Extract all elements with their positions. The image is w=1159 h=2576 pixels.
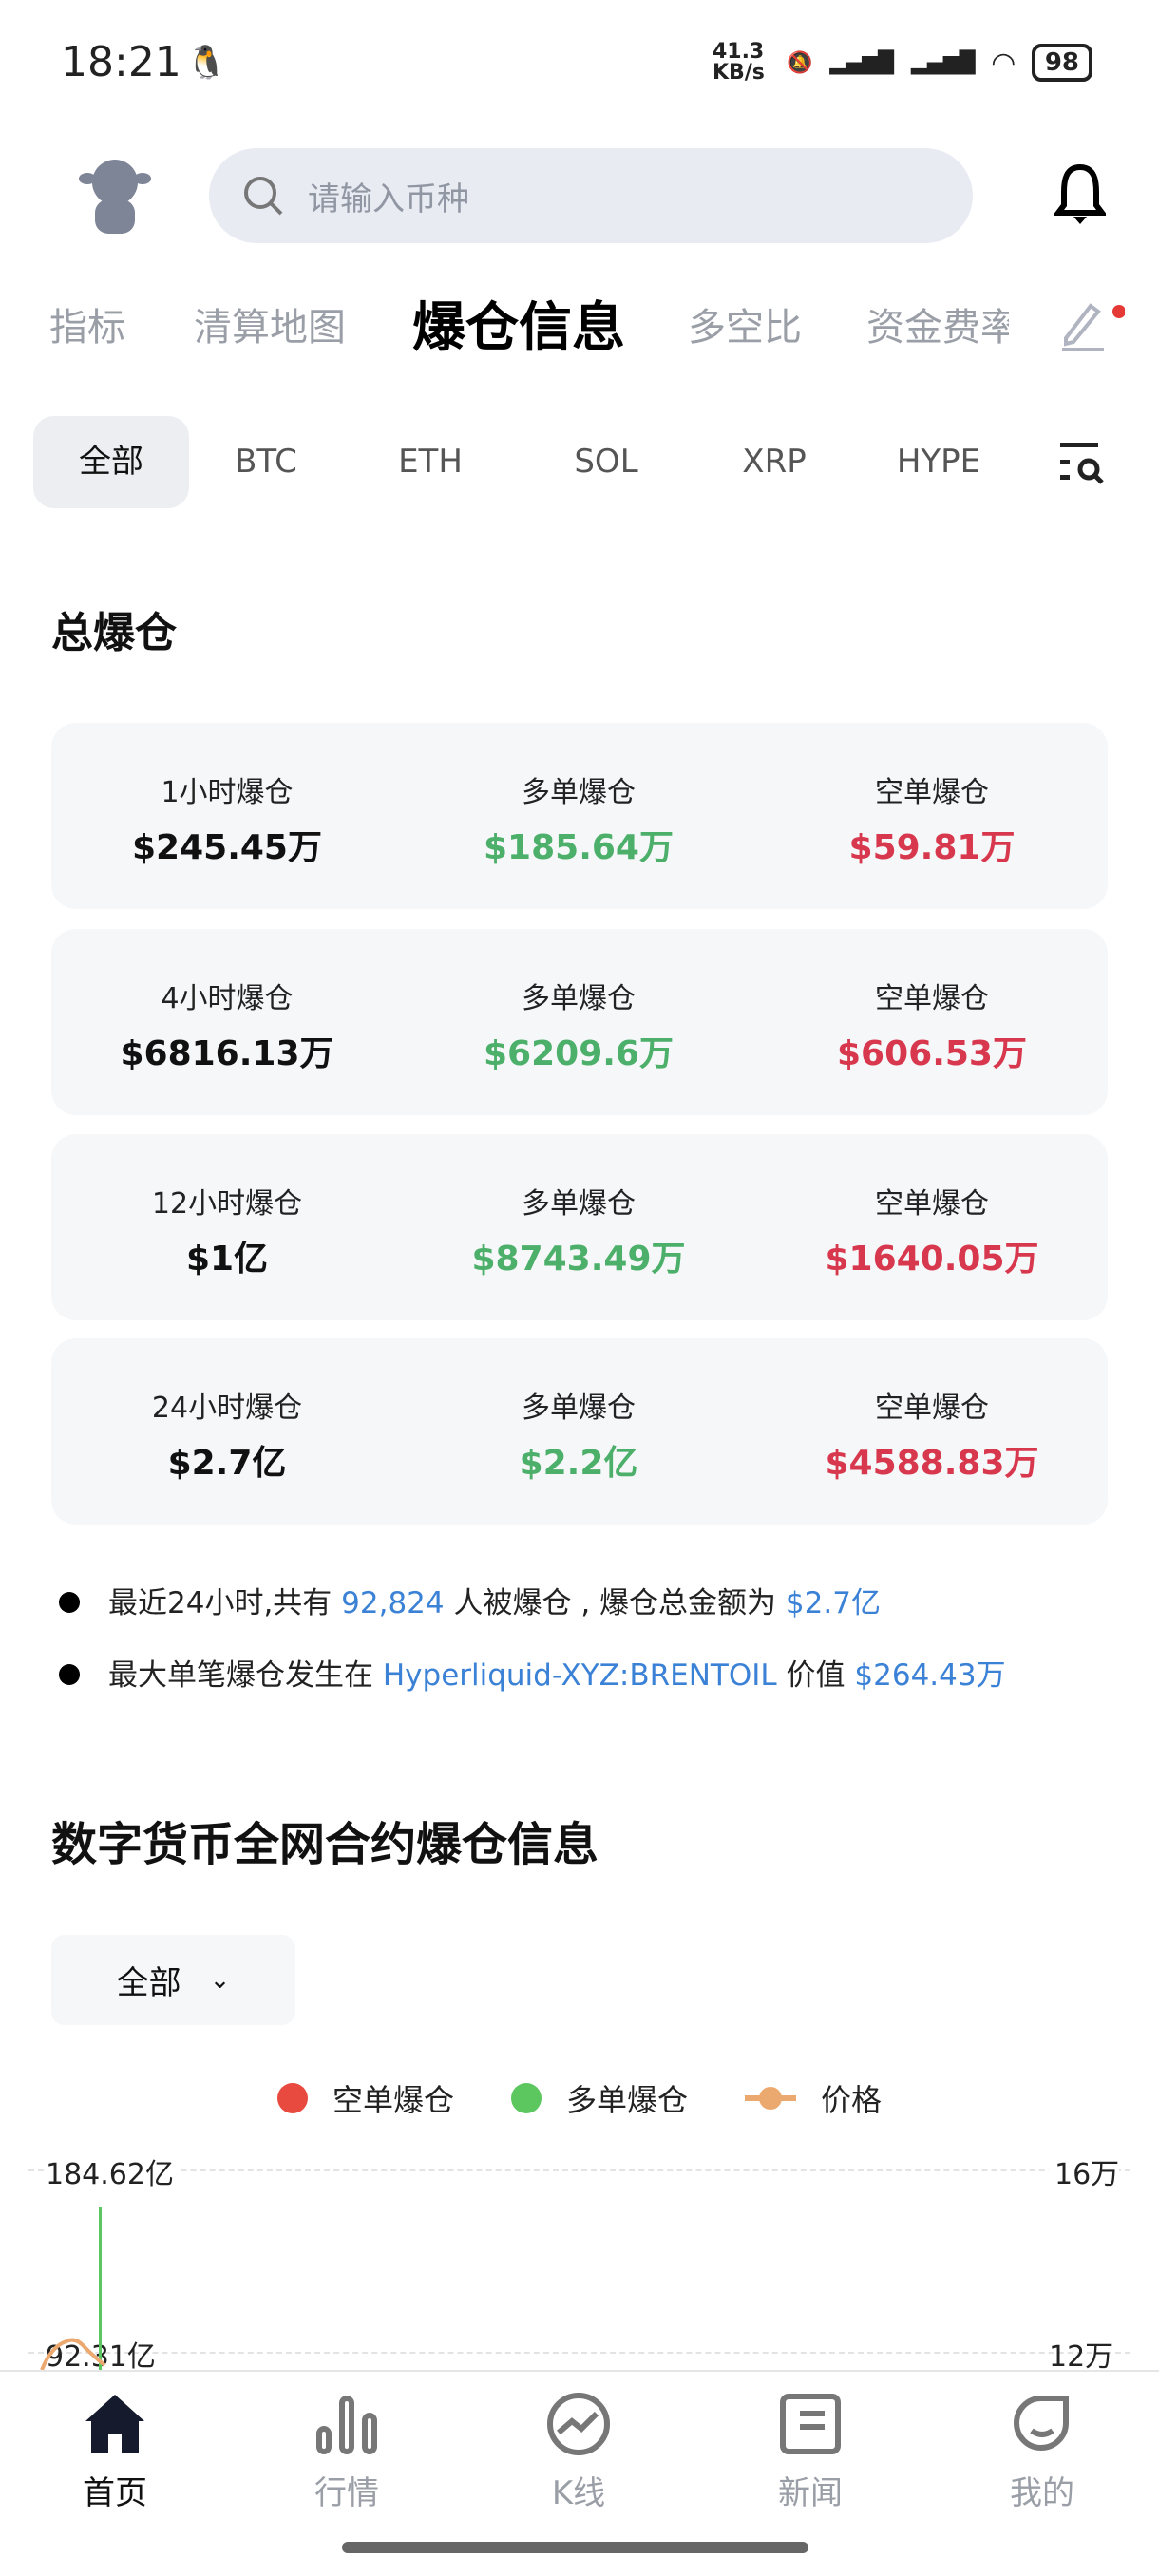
- summary-line-1: 最近24小时,共有 92,824 人被爆仓 , 爆仓总金额为 $2.7亿: [59, 1579, 881, 1621]
- short-label: 空单爆仓: [875, 776, 989, 809]
- gridline: [28, 2352, 1130, 2354]
- chart-legend: 空单爆仓 多单爆仓 价格: [0, 2076, 1159, 2120]
- coin-filter: 全部 BTC ETH SOL XRP HYPE: [0, 416, 1159, 508]
- bullet-icon: [59, 1591, 80, 1613]
- tab-liquidation-info[interactable]: 爆仓信息: [412, 297, 625, 359]
- legend-short[interactable]: 空单爆仓: [276, 2076, 454, 2120]
- avatar[interactable]: [74, 156, 156, 237]
- liquidation-card-12h: 12小时爆仓 多单爆仓 空单爆仓 $1亿 $8743.49万 $1640.05万: [51, 1134, 1108, 1320]
- nav-profile[interactable]: 我的: [947, 2391, 1137, 2513]
- long-label: 多单爆仓: [522, 1392, 636, 1425]
- search-input[interactable]: 请输入币种: [209, 148, 973, 243]
- coin-btc[interactable]: BTC: [235, 443, 297, 481]
- long-label: 多单爆仓: [522, 776, 636, 809]
- long-value: $185.64万: [484, 828, 674, 867]
- long-bar: [99, 2207, 102, 2370]
- edit-icon[interactable]: [1058, 294, 1125, 351]
- short-label: 空单爆仓: [875, 1392, 989, 1425]
- coin-all[interactable]: 全部: [33, 416, 189, 508]
- status-time: 18:21: [61, 38, 181, 86]
- bottom-nav: 首页 行情 K线 新闻 我的: [0, 2370, 1159, 2576]
- chevron-down-icon: ⌄: [209, 1965, 231, 1995]
- home-icon: [86, 2395, 144, 2453]
- signal-icon-2: ▂▄▆█: [911, 50, 976, 75]
- net-speed: 41.3 KB/s: [712, 40, 765, 85]
- chart-section-title: 数字货币全网合约爆仓信息: [51, 1818, 599, 1871]
- battery-icon: 98: [1031, 44, 1092, 82]
- price-line: [40, 2338, 106, 2370]
- short-label: 空单爆仓: [875, 1187, 989, 1221]
- exchange-dropdown[interactable]: 全部 ⌄: [51, 1935, 295, 2025]
- tab-funding-rate[interactable]: 资金费率: [866, 306, 1009, 350]
- long-value: $8743.49万: [471, 1240, 686, 1279]
- bell-icon[interactable]: [1054, 163, 1106, 226]
- gridline: [28, 2169, 1130, 2171]
- status-bar: 18:21 🐧 41.3 KB/s 🔕 ▂▄▆█ ▂▄▆█ ◠ 98: [0, 38, 1159, 91]
- short-value: $59.81万: [848, 828, 1016, 867]
- long-label: 多单爆仓: [522, 982, 636, 1015]
- legend-dot: [276, 2083, 308, 2113]
- period-label: 1小时爆仓: [161, 776, 294, 809]
- summary-line-2: 最大单笔爆仓发生在 Hyperliquid-XYZ:BRENTOIL 价值 $2…: [59, 1651, 1006, 1694]
- long-value: $6209.6万: [484, 1034, 674, 1073]
- top-tabs: 指标 清算地图 爆仓信息 多空比 资金费率: [0, 285, 1159, 361]
- search-icon: [244, 177, 283, 216]
- period-label: 24小时爆仓: [151, 1392, 303, 1425]
- tab-indicators[interactable]: 指标: [49, 306, 125, 350]
- short-value: $4588.83万: [825, 1444, 1039, 1483]
- short-value: $606.53万: [837, 1034, 1027, 1073]
- legend-dot: [510, 2083, 542, 2113]
- tab-long-short-ratio[interactable]: 多空比: [688, 306, 802, 350]
- smile-icon: [1014, 2396, 1069, 2451]
- coin-sol[interactable]: SOL: [574, 443, 638, 481]
- qq-icon: 🐧: [186, 44, 227, 82]
- bar-chart-icon: [316, 2396, 377, 2454]
- total-liquidation-title: 总爆仓: [51, 609, 177, 657]
- news-icon: [780, 2394, 841, 2454]
- total-value: $245.45万: [132, 828, 322, 867]
- home-indicator[interactable]: [342, 2542, 808, 2553]
- nav-market[interactable]: 行情: [252, 2391, 442, 2513]
- coin-eth[interactable]: ETH: [398, 443, 463, 481]
- right-tick: 16万: [1049, 2150, 1120, 2192]
- total-value: $1亿: [185, 1240, 269, 1279]
- long-value: $2.2亿: [519, 1444, 638, 1483]
- right-tick: 12万: [1049, 2340, 1114, 2374]
- liquidation-card-4h: 4小时爆仓 多单爆仓 空单爆仓 $6816.13万 $6209.6万 $606.…: [51, 929, 1108, 1115]
- coin-xrp[interactable]: XRP: [742, 443, 807, 481]
- largest-market-link[interactable]: Hyperliquid-XYZ:BRENTOIL: [382, 1658, 777, 1693]
- wifi-icon: ◠: [992, 46, 1015, 80]
- short-value: $1640.05万: [825, 1240, 1039, 1279]
- period-label: 4小时爆仓: [161, 982, 294, 1015]
- total-amount: $2.7亿: [785, 1586, 881, 1620]
- left-tick: 184.62亿: [46, 2150, 180, 2192]
- tab-liquidation-map[interactable]: 清算地图: [194, 306, 346, 350]
- filter-search-icon[interactable]: [1060, 441, 1106, 484]
- nav-news[interactable]: 新闻: [715, 2391, 905, 2513]
- bullet-icon: [59, 1663, 80, 1685]
- period-label: 12小时爆仓: [151, 1187, 303, 1221]
- search-placeholder: 请输入币种: [308, 180, 469, 218]
- legend-line-dot: [745, 2087, 796, 2110]
- mute-icon: 🔕: [786, 50, 813, 75]
- signal-icon: ▂▄▆█: [829, 50, 895, 75]
- legend-price[interactable]: 价格: [745, 2076, 882, 2120]
- legend-long[interactable]: 多单爆仓: [510, 2076, 688, 2120]
- liquidation-card-1h: 1小时爆仓 多单爆仓 空单爆仓 $245.45万 $185.64万 $59.81…: [51, 723, 1108, 909]
- largest-amount: $264.43万: [854, 1658, 1006, 1693]
- liquidated-count: 92,824: [341, 1586, 445, 1620]
- liquidation-card-24h: 24小时爆仓 多单爆仓 空单爆仓 $2.7亿 $2.2亿 $4588.83万: [51, 1338, 1108, 1525]
- total-value: $6816.13万: [120, 1034, 334, 1073]
- nav-home[interactable]: 首页: [20, 2391, 210, 2513]
- short-label: 空单爆仓: [875, 982, 989, 1015]
- trend-chart-icon: [547, 2393, 610, 2455]
- total-value: $2.7亿: [167, 1444, 287, 1483]
- nav-kline[interactable]: K线: [484, 2391, 674, 2513]
- long-label: 多单爆仓: [522, 1187, 636, 1221]
- coin-hype[interactable]: HYPE: [896, 443, 981, 481]
